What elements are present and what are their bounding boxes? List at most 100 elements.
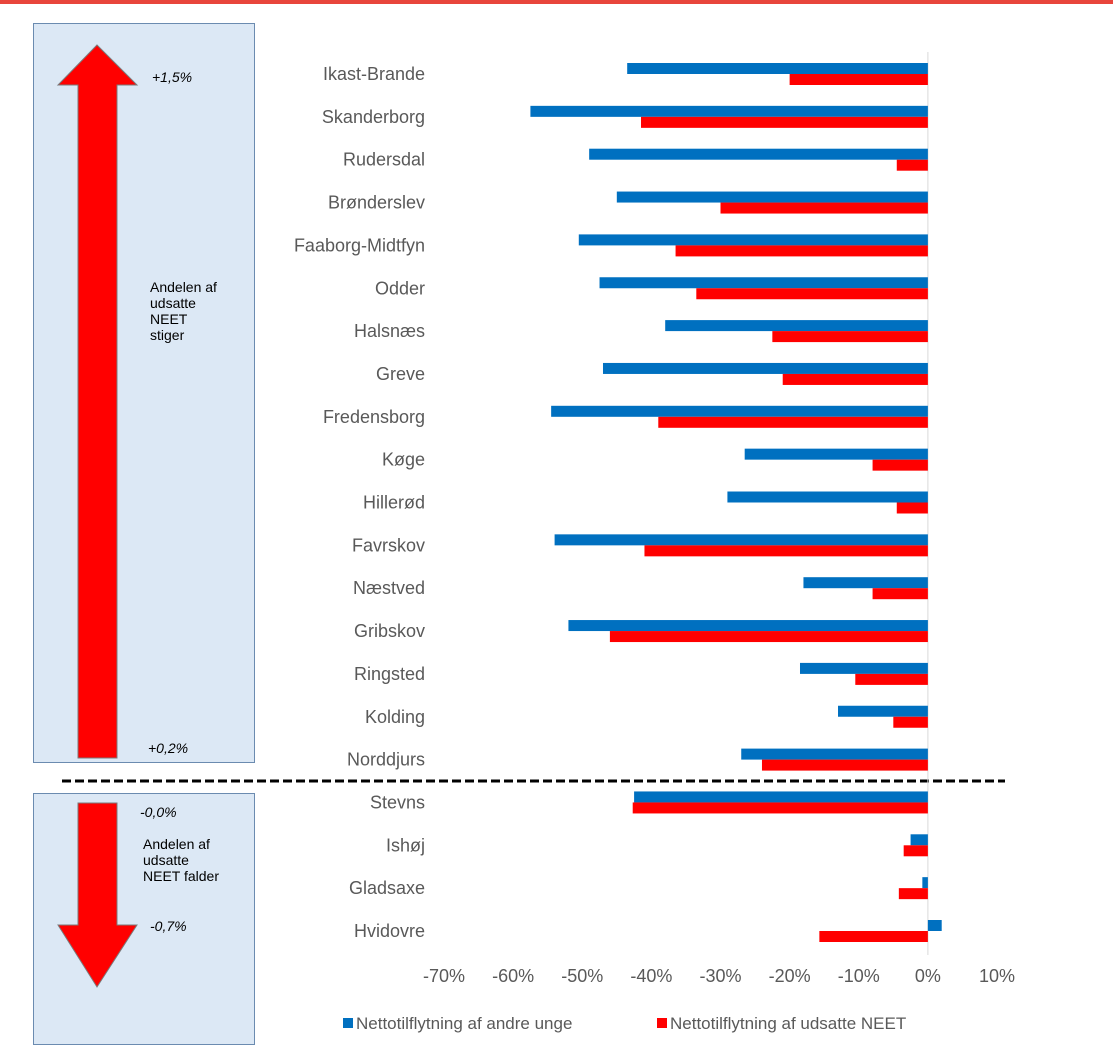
bar-neet <box>782 373 928 385</box>
category-label: Køge <box>382 450 425 470</box>
category-label: Halsnæs <box>354 321 425 341</box>
falling-label: Andelen af udsatte NEET falder <box>143 836 219 884</box>
falling-top-pct: -0,0% <box>140 804 177 820</box>
bars <box>530 63 942 942</box>
bar-neet <box>893 716 928 728</box>
bar-neet <box>896 159 928 171</box>
category-label: Favrskov <box>352 535 425 555</box>
x-tick-label: -60% <box>492 966 534 986</box>
category-label: Greve <box>376 364 425 384</box>
legend: Nettotilflytning af andre unge Nettotilfl… <box>343 1014 906 1033</box>
bar-other-youth <box>803 577 928 589</box>
bar-neet <box>872 588 928 600</box>
bar-neet <box>789 74 928 85</box>
top-rule <box>0 0 1113 4</box>
x-tick-label: -50% <box>561 966 603 986</box>
x-tick-label: -30% <box>699 966 741 986</box>
falling-label-line: udsatte <box>143 852 189 868</box>
bar-neet <box>896 502 928 514</box>
category-labels: Ikast-Brande Skanderborg Rudersdal Brønders… <box>294 64 425 941</box>
rising-label-line: Andelen af <box>150 279 217 295</box>
category-label: Hillerød <box>363 493 425 513</box>
category-label: Brønderslev <box>328 193 425 213</box>
bar-other-youth <box>665 320 928 332</box>
bar-other-youth <box>910 834 928 846</box>
bar-neet <box>903 845 928 857</box>
category-label: Næstved <box>353 578 425 598</box>
bar-other-youth <box>589 148 928 160</box>
bar-other-youth <box>551 405 928 417</box>
bar-neet <box>658 416 928 428</box>
legend-swatch-other-youth <box>343 1018 353 1028</box>
rising-label: Andelen af udsatte NEET stiger <box>150 279 217 343</box>
falling-panel <box>33 793 255 1045</box>
category-label: Ringsted <box>354 664 425 684</box>
bar-neet <box>855 673 928 685</box>
falling-label-line: Andelen af <box>143 836 210 852</box>
bar-neet <box>641 116 928 128</box>
category-label: Fredensborg <box>323 407 425 427</box>
x-tick-label: 0% <box>915 966 941 986</box>
x-tick-label: -10% <box>838 966 880 986</box>
x-tick-label: -20% <box>769 966 811 986</box>
category-label: Gladsaxe <box>349 878 425 898</box>
down-arrow-icon <box>57 802 138 988</box>
bar-neet <box>772 331 928 343</box>
bar-other-youth <box>627 63 928 74</box>
bar-other-youth <box>554 534 928 546</box>
bar-other-youth <box>741 748 928 760</box>
rising-panel <box>33 23 255 763</box>
legend-label: Nettotilflytning af udsatte NEET <box>670 1014 906 1033</box>
bar-neet <box>720 202 928 214</box>
up-arrow-icon <box>56 44 139 759</box>
category-label: Odder <box>375 278 425 298</box>
bar-other-youth <box>927 920 942 931</box>
falling-label-line: NEET falder <box>143 868 219 884</box>
bar-neet <box>609 631 928 643</box>
bar-neet <box>898 888 928 900</box>
bar-neet <box>644 545 928 557</box>
category-label: Kolding <box>365 707 425 727</box>
rising-label-line: stiger <box>150 327 185 343</box>
bar-other-youth <box>530 105 928 117</box>
x-axis-ticks: -70% -60% -50% -40% -30% -20% -10% 0% 10% <box>423 966 1015 986</box>
x-tick-label: 10% <box>979 966 1015 986</box>
bar-other-youth <box>599 277 928 289</box>
bar-other-youth <box>744 448 928 460</box>
falling-bottom-pct: -0,7% <box>150 918 187 934</box>
bar-other-youth <box>602 362 928 374</box>
category-label: Rudersdal <box>343 150 425 170</box>
legend-swatch-neet <box>657 1018 667 1028</box>
x-tick-label: -40% <box>630 966 672 986</box>
category-label: Hvidovre <box>354 921 425 941</box>
arrows <box>56 44 139 988</box>
x-tick-label: -70% <box>423 966 465 986</box>
category-label: Faaborg-Midtfyn <box>294 235 425 255</box>
bar-neet <box>872 459 928 471</box>
bar-other-youth <box>568 620 928 632</box>
category-label: Stevns <box>370 792 425 812</box>
bar-other-youth <box>727 491 928 503</box>
bar-neet <box>819 931 928 942</box>
rising-label-line: NEET <box>150 311 188 327</box>
legend-label: Nettotilflytning af andre unge <box>356 1014 572 1033</box>
bar-other-youth <box>922 877 928 889</box>
rising-bottom-pct: +0,2% <box>148 740 189 756</box>
category-label: Ishøj <box>386 835 425 855</box>
category-label: Ikast-Brande <box>323 64 425 84</box>
bar-neet <box>675 245 928 257</box>
category-label: Gribskov <box>354 621 425 641</box>
bar-other-youth <box>799 662 928 674</box>
bar-neet <box>632 802 928 814</box>
bar-other-youth <box>578 234 928 246</box>
bar-other-youth <box>838 705 928 717</box>
bar-other-youth <box>634 791 928 803</box>
rising-label-line: udsatte <box>150 295 196 311</box>
bar-other-youth <box>616 191 928 203</box>
rising-top-pct: +1,5% <box>152 69 193 85</box>
category-label: Norddjurs <box>347 750 425 770</box>
bar-neet <box>761 759 928 771</box>
category-label: Skanderborg <box>322 107 425 127</box>
bar-neet <box>696 288 928 300</box>
